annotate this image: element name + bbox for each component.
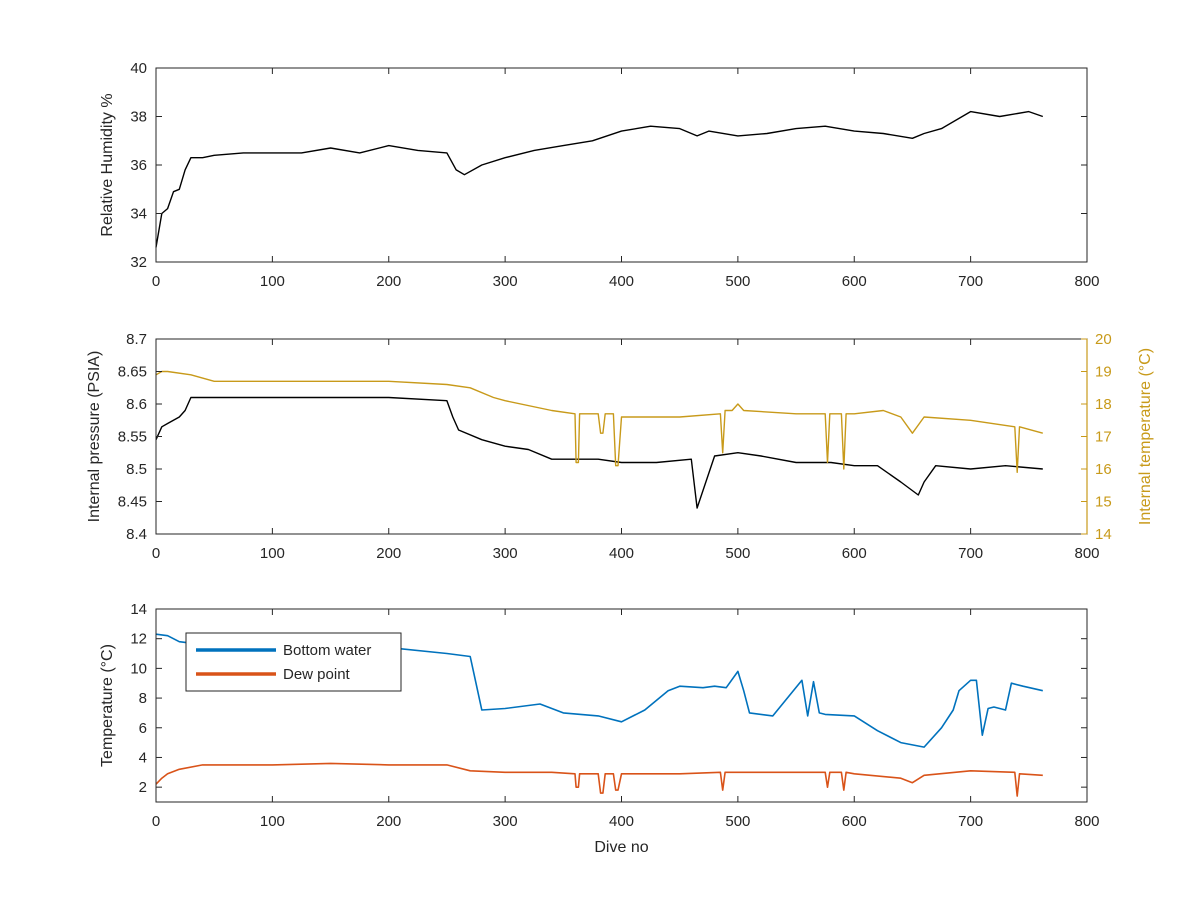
chart-panel-2: 0 100 200 300 400 500 600 700 800 8.4 8.45 8.5 8.55 8… <box>86 331 1154 562</box>
x-tick-label: 200 <box>376 545 401 562</box>
y-tick-label: 8.6 <box>126 396 147 413</box>
y-axis-label: Relative Humidity % <box>99 93 116 236</box>
y-tick-label: 8 <box>139 690 147 707</box>
y-tick-label: 8.55 <box>118 429 147 446</box>
x-tick-label: 200 <box>376 813 401 830</box>
x-tick-label: 800 <box>1074 545 1099 562</box>
x-tick-label: 100 <box>260 273 285 290</box>
axes-frame <box>155 338 1088 535</box>
x-tick-label: 0 <box>152 273 160 290</box>
legend-box <box>185 632 402 692</box>
x-tick-label: 700 <box>958 813 983 830</box>
y-tick-label: 10 <box>130 660 147 677</box>
x-tick-label: 500 <box>725 545 750 562</box>
y-right-tick-label: 15 <box>1095 494 1112 511</box>
x-tick-label: 100 <box>260 545 285 562</box>
series-line-left <box>155 396 1043 509</box>
y-axis-label: Internal pressure (PSIA) <box>86 351 103 523</box>
y-tick-label: 36 <box>130 157 147 174</box>
y-right-axis-label: Internal temperature (°C) <box>1137 348 1154 525</box>
x-tick-label: 500 <box>725 813 750 830</box>
y-tick-label: 32 <box>130 254 147 271</box>
legend-entry: Dew point <box>283 666 351 683</box>
x-tick-label: 300 <box>493 273 518 290</box>
y-tick-label: 2 <box>139 779 147 796</box>
series-line-main <box>155 110 1044 248</box>
chart-panel-3: 0 100 200 300 400 500 600 700 800 2 4 6 8 10 12 14 Tempe… <box>99 601 1100 856</box>
legend-entry: Bottom water <box>283 642 371 659</box>
axes-frame <box>155 67 1088 263</box>
x-tick-label: 700 <box>958 545 983 562</box>
y-tick-label: 8.45 <box>118 494 147 511</box>
x-tick-label: 0 <box>152 545 160 562</box>
x-tick-label: 300 <box>493 545 518 562</box>
x-axis-label: Dive no <box>594 839 648 856</box>
x-tick-label: 100 <box>260 813 285 830</box>
legend: Bottom water Dew point <box>185 632 402 692</box>
y-tick-label: 4 <box>139 749 147 766</box>
y-right-tick-label: 17 <box>1095 429 1112 446</box>
chart-panel-1: 0 100 200 300 400 500 600 700 800 32 34 36 38 40 Relat… <box>99 60 1100 290</box>
y-right-tick-label: 14 <box>1095 526 1112 543</box>
x-tick-label: 800 <box>1074 273 1099 290</box>
x-tick-label: 400 <box>609 545 634 562</box>
x-tick-label: 200 <box>376 273 401 290</box>
y-tick-label: 6 <box>139 720 147 737</box>
series-line-right <box>155 370 1043 473</box>
x-tick-label: 300 <box>493 813 518 830</box>
y-tick-label: 8.4 <box>126 526 147 543</box>
y-axis-label: Temperature (°C) <box>99 644 116 767</box>
series-line-dew-point <box>155 762 1043 797</box>
y-tick-label: 8.5 <box>126 461 147 478</box>
y-tick-label: 14 <box>130 601 147 618</box>
y-tick-label: 12 <box>130 631 147 648</box>
y-right-tick-label: 19 <box>1095 364 1112 381</box>
y-right-tick-label: 18 <box>1095 396 1112 413</box>
x-tick-label: 400 <box>609 813 634 830</box>
x-tick-label: 800 <box>1074 813 1099 830</box>
y-tick-label: 8.65 <box>118 364 147 381</box>
x-tick-label: 400 <box>609 273 634 290</box>
x-tick-label: 0 <box>152 813 160 830</box>
y-tick-label: 8.7 <box>126 331 147 348</box>
y-tick-label: 38 <box>130 109 147 126</box>
y-right-tick-label: 16 <box>1095 461 1112 478</box>
x-tick-label: 500 <box>725 273 750 290</box>
x-tick-label: 600 <box>842 545 867 562</box>
y-right-tick-label: 20 <box>1095 331 1112 348</box>
y-tick-label: 40 <box>130 60 147 77</box>
x-tick-label: 600 <box>842 813 867 830</box>
y-tick-label: 34 <box>130 206 147 223</box>
x-tick-label: 700 <box>958 273 983 290</box>
x-tick-label: 600 <box>842 273 867 290</box>
